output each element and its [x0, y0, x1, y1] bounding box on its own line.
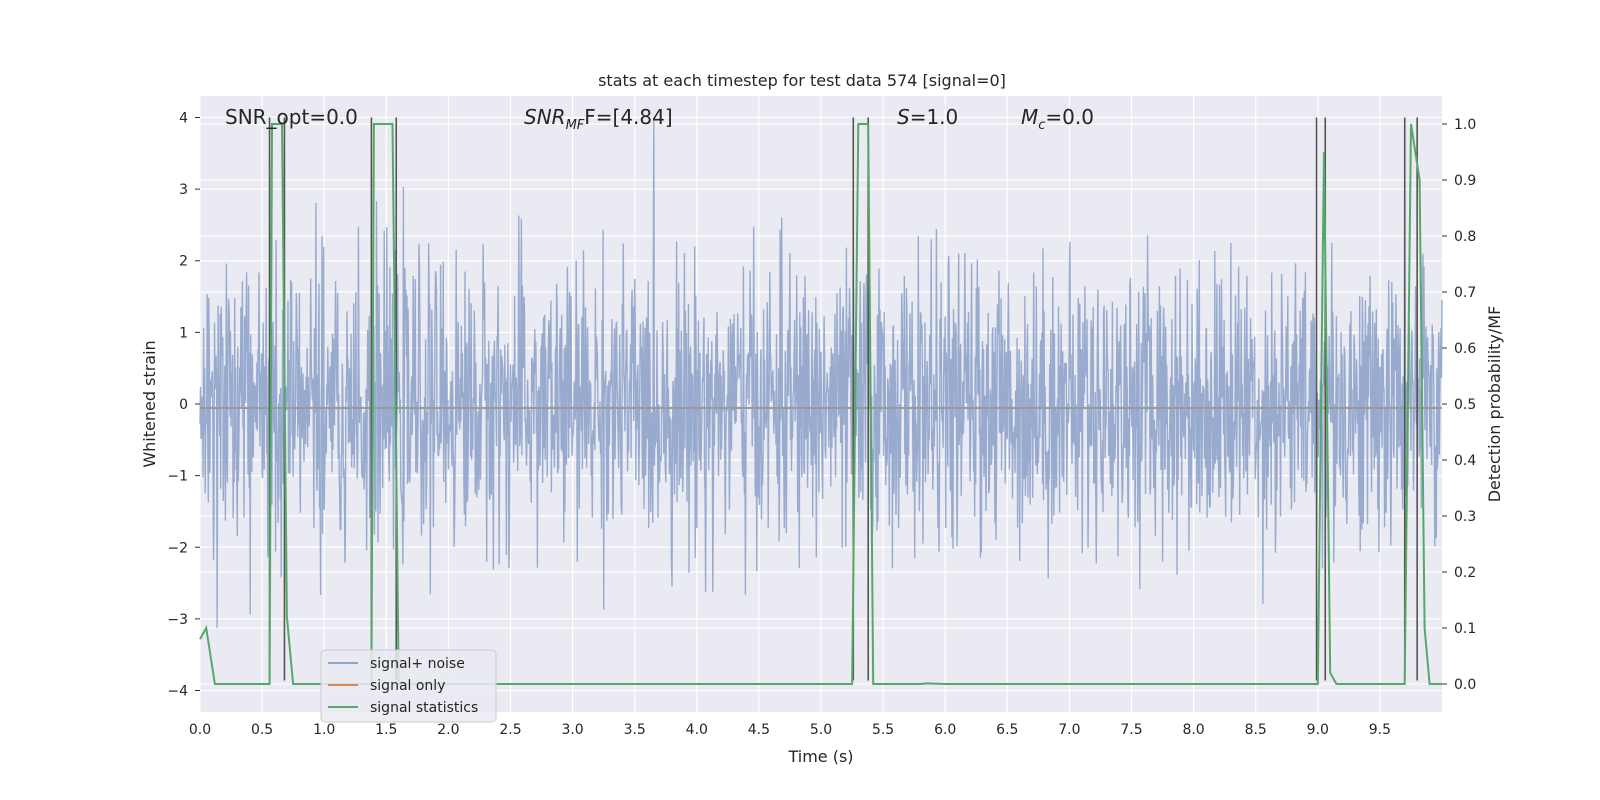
x-tick-label: 8.5	[1245, 722, 1267, 738]
y-tick-label: −1	[167, 469, 188, 485]
x-tick-label: 4.5	[748, 722, 770, 738]
x-tick-label: 2.0	[437, 722, 459, 738]
right-tick-label: 0.7	[1454, 285, 1476, 301]
y-tick-label: 4	[179, 110, 188, 126]
x-axis-ticks: 0.0 0.5 1.0 1.5 2.0 2.5 3.0 3.5 4.0 4.5 5.0 5.5 6.0 6…	[189, 722, 1391, 738]
x-tick-label: 9.5	[1369, 722, 1391, 738]
annotation-snr-mf-base: SNR	[524, 105, 566, 129]
x-tick-label: 0.0	[189, 722, 211, 738]
x-tick-label: 7.0	[1058, 722, 1080, 738]
series-signal-noise	[199, 117, 1443, 628]
right-tick-label: 0.3	[1454, 509, 1476, 525]
right-tick-label: 0.2	[1454, 565, 1476, 581]
series-signal-statistics	[199, 123, 1442, 685]
x-tick-label: 1.5	[375, 722, 397, 738]
x-tick-label: 2.5	[499, 722, 521, 738]
y-tick-label: −2	[167, 540, 188, 556]
right-axis-ticks: 1.0 0.9 0.8 0.7 0.6 0.5 0.4 0.3 0.2 0.1 0.0	[1442, 117, 1476, 693]
legend-label-signal-statistics: signal statistics	[370, 700, 478, 716]
y-tick-label: 0	[179, 397, 188, 413]
y-tick-label: −4	[167, 684, 188, 700]
annotation-mc-sub: c	[1038, 118, 1045, 133]
right-tick-label: 0.6	[1454, 341, 1476, 357]
legend-label-signal-noise: signal+ noise	[370, 656, 465, 672]
annotation-snr-opt: SNR_opt=0.0	[225, 105, 358, 129]
right-tick-label: 1.0	[1454, 117, 1476, 133]
annotation-mc: Mc=0.0	[1021, 105, 1094, 133]
x-tick-label: 3.0	[561, 722, 583, 738]
x-axis-label: Time (s)	[787, 747, 853, 766]
annotation-snr-mf-sub: MF	[566, 118, 585, 133]
annotation-snr-mf: SNRMFF=[4.84]	[524, 105, 673, 133]
legend: signal+ noise signal only signal statist…	[320, 649, 497, 723]
x-tick-label: 8.0	[1182, 722, 1204, 738]
annotation-s-var: S	[897, 105, 910, 129]
x-tick-label: 6.0	[934, 722, 956, 738]
annotation-mc-var: M	[1021, 105, 1038, 129]
y-tick-label: 2	[179, 254, 188, 270]
x-tick-label: 0.5	[251, 722, 273, 738]
y-axis-label: Whitened strain	[140, 340, 159, 467]
noise-trace	[199, 117, 1443, 628]
x-tick-label: 6.5	[996, 722, 1018, 738]
right-tick-label: 0.5	[1454, 397, 1476, 413]
y-axis-ticks: 4 3 2 1 0 −1 −2 −3 −4	[167, 110, 200, 700]
right-axis-label: Detection probability/MF	[1485, 306, 1504, 503]
x-tick-label: 4.0	[686, 722, 708, 738]
y-tick-label: 3	[179, 182, 188, 198]
right-tick-label: 0.9	[1454, 173, 1476, 189]
x-tick-label: 5.5	[872, 722, 894, 738]
x-tick-label: 1.0	[313, 722, 335, 738]
legend-label-signal-only: signal only	[370, 678, 445, 694]
right-tick-label: 0.8	[1454, 229, 1476, 245]
annotation-mc-tail: =0.0	[1045, 105, 1094, 129]
x-tick-label: 5.0	[810, 722, 832, 738]
right-tick-label: 0.0	[1454, 677, 1476, 693]
right-tick-label: 0.1	[1454, 621, 1476, 637]
x-tick-label: 7.5	[1120, 722, 1142, 738]
annotation-snr-mf-tail: F=[4.84]	[584, 105, 672, 129]
legend-box	[320, 649, 497, 723]
x-tick-label: 3.5	[624, 722, 646, 738]
annotation-s: S=1.0	[897, 105, 958, 129]
x-tick-label: 9.0	[1307, 722, 1329, 738]
chart-title: stats at each timestep for test data 574…	[598, 71, 1006, 90]
right-tick-label: 0.4	[1454, 453, 1476, 469]
annotation-s-tail: =1.0	[910, 105, 959, 129]
y-tick-label: 1	[179, 325, 188, 341]
y-tick-label: −3	[167, 612, 188, 628]
